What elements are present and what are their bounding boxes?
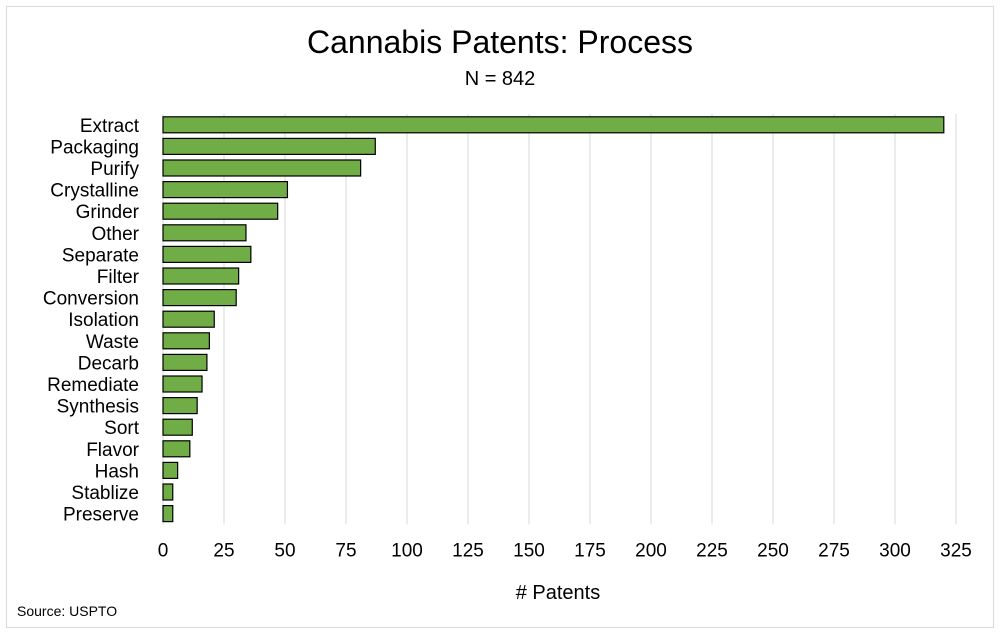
bar-filter [162,267,240,285]
x-tick-label: 0 [158,540,169,561]
bar-chart: Cannabis Patents: Process N = 842 Extrac… [17,24,972,619]
category-label: Synthesis [57,397,139,418]
x-tick-label: 250 [757,540,789,561]
chart-subtitle: N = 842 [465,68,536,90]
x-tick-label: 75 [335,540,356,561]
category-label: Packaging [50,137,139,158]
category-label: Grinder [76,202,140,223]
bar-waste [162,332,210,350]
category-label: Preserve [63,505,139,526]
x-tick-label: 225 [696,540,728,561]
category-label: Conversion [43,289,139,310]
category-label: Decarb [78,353,139,374]
bar-conversion [162,289,237,307]
x-tick-label: 100 [391,540,423,561]
x-tick-labels: 0 25 50 75 100 125 150 175 200 225 250 275 300 325 [158,540,972,561]
bar-stablize [162,483,174,501]
bar-extract [162,116,945,134]
x-tick-label: 150 [513,540,545,561]
chart-frame: Cannabis Patents: Process N = 842 Extrac… [6,6,994,628]
bar-sort [162,418,193,436]
category-label: Stablize [71,483,139,504]
category-labels: ExtractPackagingPurifyCrystallineGrinder… [43,116,140,526]
bar-grinder [162,202,279,220]
x-tick-label: 275 [818,540,850,561]
category-label: Other [91,224,139,245]
category-label: Extract [80,116,140,137]
x-tick-label: 25 [213,540,234,561]
bar-synthesis [162,397,198,415]
chart-title: Cannabis Patents: Process [307,24,693,60]
bar-preserve [162,505,174,523]
bar-decarb [162,353,208,371]
category-label: Separate [62,245,139,266]
bar-packaging [162,137,376,155]
bar-crystalline [162,181,289,199]
category-label: Remediate [47,375,139,396]
category-label: Crystalline [50,181,139,202]
bar-isolation [162,310,215,328]
x-tick-label: 325 [940,540,972,561]
x-tick-label: 50 [274,540,295,561]
category-label: Hash [95,461,139,482]
category-label: Filter [97,267,140,288]
x-tick-label: 200 [635,540,667,561]
x-tick-label: 125 [452,540,484,561]
bars [162,116,945,523]
bar-separate [162,245,252,263]
category-label: Isolation [68,310,139,331]
x-tick-label: 300 [879,540,911,561]
category-label: Flavor [86,440,139,461]
x-tick-label: 175 [574,540,606,561]
bar-hash [162,461,179,479]
bar-remediate [162,375,203,393]
gridlines [162,114,957,525]
x-axis-title: # Patents [516,582,601,604]
source-note: Source: USPTO [17,603,117,619]
category-label: Purify [90,159,139,180]
category-label: Sort [104,418,140,439]
bar-purify [162,159,362,177]
bar-other [162,224,247,242]
category-label: Waste [86,332,139,353]
bar-flavor [162,440,191,458]
